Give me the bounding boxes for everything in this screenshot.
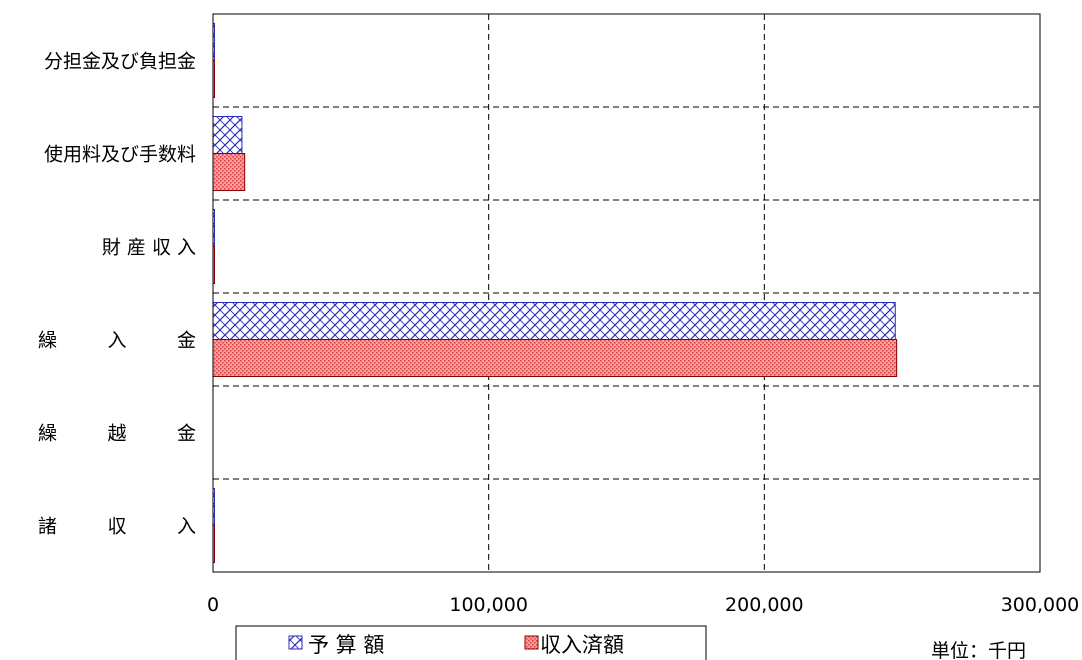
x-tick-label-2: 200,000 xyxy=(725,594,804,616)
bar-budget-1 xyxy=(212,116,243,154)
unit-label: 単位：千円 xyxy=(931,640,1026,660)
bar-actual-1 xyxy=(212,153,246,191)
gridlines xyxy=(213,14,1040,572)
legend-label-actual: 収入済額 xyxy=(540,633,624,657)
plot-frame xyxy=(212,13,1041,573)
bar-actual-3 xyxy=(212,339,898,377)
bar-budget-3 xyxy=(212,302,896,340)
legend: 予 算 額 収入済額 xyxy=(235,625,707,660)
legend-box xyxy=(235,625,707,660)
category-label-2: 財 産 収 入 xyxy=(102,237,196,259)
category-label-1: 使用料及び手数料 xyxy=(44,144,196,166)
x-tick-label-0: 0 xyxy=(207,594,219,616)
x-tick-label-1: 100,000 xyxy=(449,594,528,616)
plot-border xyxy=(212,13,1041,573)
x-tick-label-3: 300,000 xyxy=(1001,594,1080,616)
category-label-3: 繰 入 金 xyxy=(38,330,196,352)
category-label-0: 分担金及び負担金 xyxy=(44,51,196,73)
category-label-5: 諸 収 入 xyxy=(38,516,196,538)
legend-swatch-budget xyxy=(288,635,303,650)
x-tick-labels: 0 100,000 200,000 300,000 xyxy=(207,594,1079,616)
legend-swatch-actual xyxy=(524,635,539,650)
bars xyxy=(212,23,898,563)
legend-label-budget: 予 算 額 xyxy=(308,633,384,657)
category-label-4: 繰 越 金 xyxy=(38,423,196,445)
